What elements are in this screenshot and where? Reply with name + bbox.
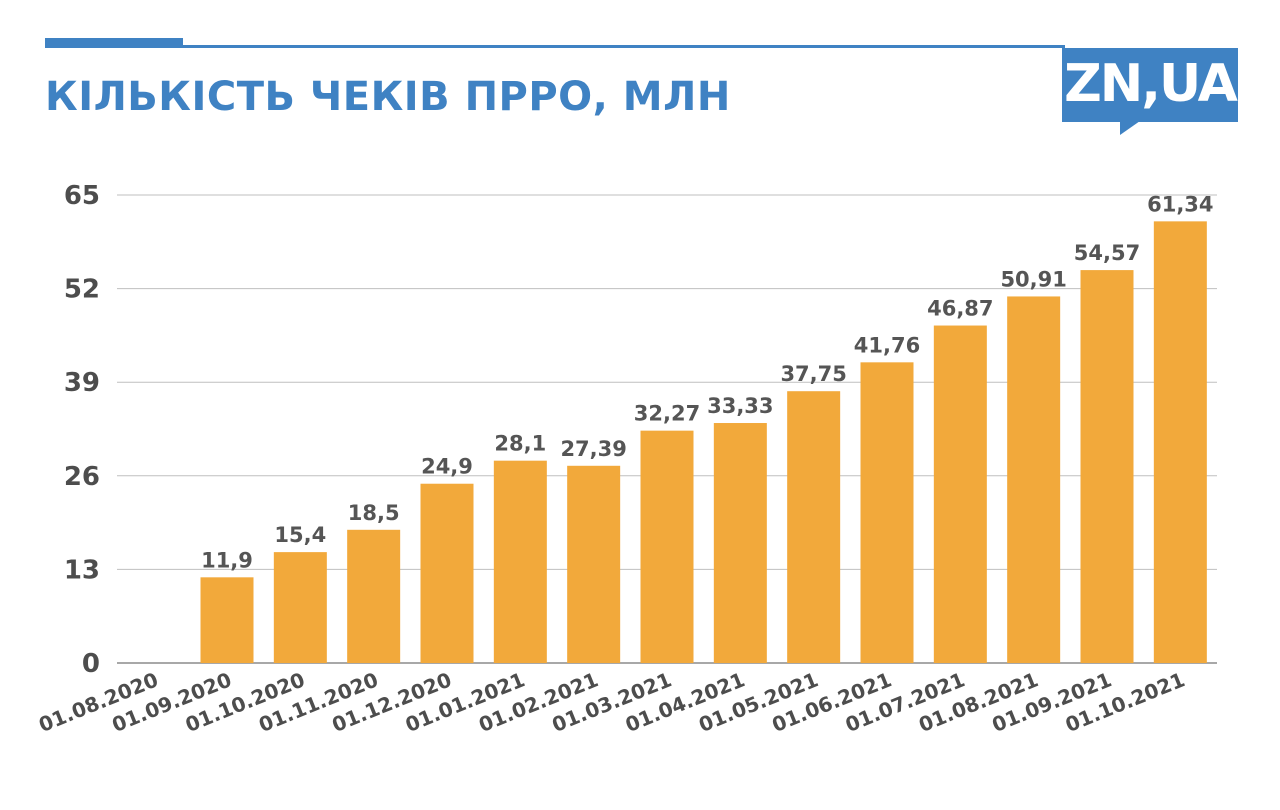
y-tick-label: 26 xyxy=(64,462,100,492)
data-label: 50,91 xyxy=(1000,267,1066,291)
bar xyxy=(1007,296,1061,663)
bar xyxy=(493,460,547,663)
data-label: 27,39 xyxy=(560,437,626,461)
logo-speech-tail-icon xyxy=(1120,121,1140,135)
bar xyxy=(200,577,254,663)
data-label: 41,76 xyxy=(854,333,920,357)
data-label: 54,57 xyxy=(1074,241,1140,265)
bar xyxy=(1153,221,1207,664)
bar xyxy=(1080,270,1134,663)
data-label: 28,1 xyxy=(494,432,546,456)
y-tick-label: 52 xyxy=(64,275,100,305)
logo-text: ZN,UA xyxy=(1064,54,1238,114)
bar xyxy=(347,529,401,663)
bar xyxy=(420,483,474,663)
header-rule-accent xyxy=(45,38,183,48)
data-label: 15,4 xyxy=(274,523,326,547)
bar xyxy=(860,362,914,663)
data-label: 24,9 xyxy=(421,455,473,479)
data-label: 46,87 xyxy=(927,297,993,321)
logo-box xyxy=(1062,48,1238,122)
bar xyxy=(273,552,327,663)
bar xyxy=(640,430,694,663)
data-label: 61,34 xyxy=(1147,192,1213,216)
bar xyxy=(933,325,987,663)
zn-ua-logo: ZN,UA xyxy=(1062,48,1238,135)
data-label: 33,33 xyxy=(707,394,773,418)
bar xyxy=(713,423,767,663)
chart-title: КІЛЬКІСТЬ ЧЕКІВ ПРРО, МЛН xyxy=(45,74,731,120)
y-tick-label: 65 xyxy=(64,181,100,211)
y-tick-label: 13 xyxy=(64,555,100,585)
bar-layer xyxy=(200,221,1207,664)
bar xyxy=(787,391,841,663)
y-tick-label: 0 xyxy=(82,649,100,679)
data-label: 37,75 xyxy=(780,362,846,386)
header-rule xyxy=(45,45,1065,48)
data-label: 11,9 xyxy=(201,548,253,572)
y-tick-label: 39 xyxy=(64,368,100,398)
data-label: 18,5 xyxy=(348,501,400,525)
bar xyxy=(567,465,621,663)
data-label: 32,27 xyxy=(634,402,700,426)
